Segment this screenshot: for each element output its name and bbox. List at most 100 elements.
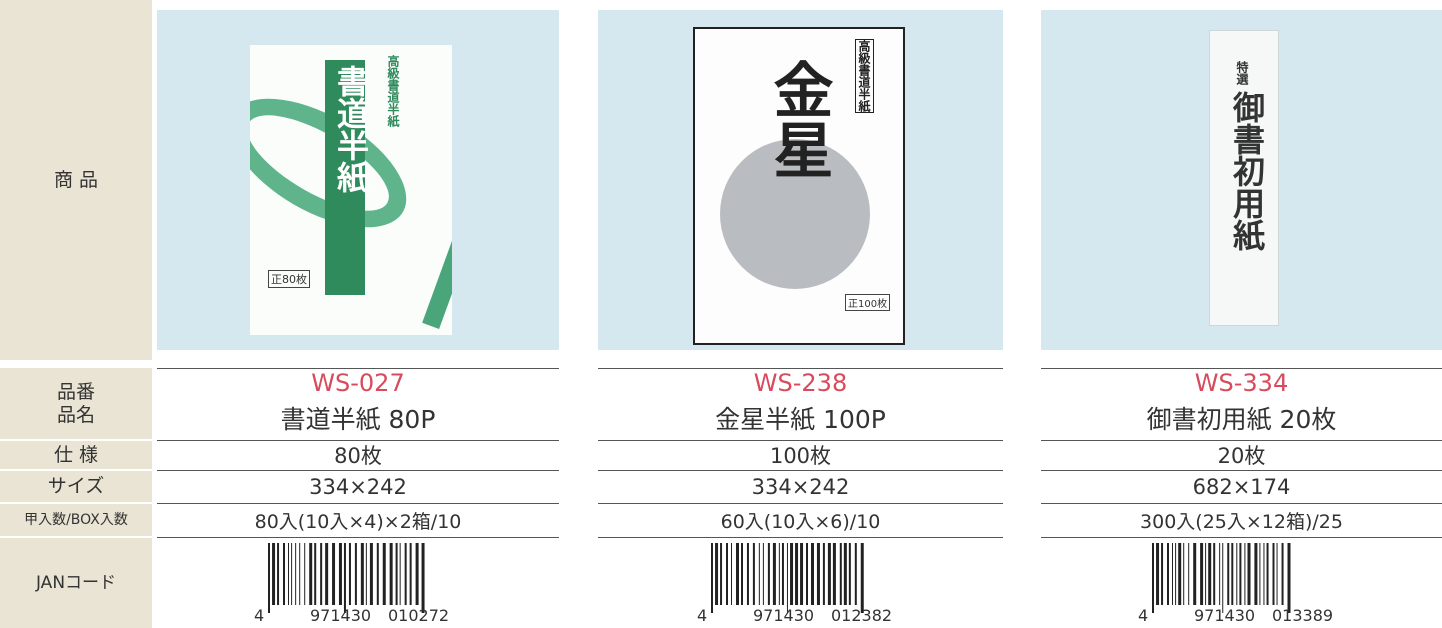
barcode-bar [767,543,770,605]
label-size: サイズ [0,471,152,502]
barcode-bar [1281,543,1284,605]
barcode-bar [1218,543,1220,605]
barcode-bar [854,543,857,605]
label-product: 商 品 [0,0,152,360]
barcode-bar [710,543,713,613]
product-code: WS-238 [753,369,848,397]
barcode-bar [272,543,276,605]
barcode-bar [1226,543,1229,605]
barcode-bar [799,543,803,605]
label-text: 甲入数/BOX入数 [24,511,128,528]
barcode-bar [1192,543,1196,605]
barcode-bar [848,543,851,605]
barcode-digits: 971430 [1194,606,1255,625]
barcode-bar [1160,543,1163,605]
product-size: 334×242 [309,474,407,499]
barcode-bar [1177,543,1181,605]
barcode-bar [772,543,776,605]
product-name: 書道半紙 80P [280,405,436,434]
package: 高級書道半紙 金星 正100枚 [693,27,905,345]
barcode-bar [404,543,407,605]
barcode-bar [288,543,289,605]
barcode-bar [320,543,323,605]
barcode-bar [354,543,357,605]
label-text: 仕 様 [53,443,99,466]
row-line [157,470,559,471]
barcode-bar [295,543,297,605]
barcode-bar [740,543,743,605]
product-code: WS-027 [311,369,405,397]
barcode: 4 971430 013389 [1138,543,1333,625]
product-spec: 20枚 [1217,444,1266,468]
barcode-bar [299,543,301,605]
barcode-bar [714,543,718,605]
barcode-bar [832,543,836,605]
label-text: 品名 [56,403,95,426]
barcode-bar [839,543,842,605]
barcode-bar [1238,543,1241,605]
barcode-digits: 4 [697,606,707,625]
barcode-bar [389,543,393,605]
barcode-bar [725,543,728,605]
label-jan: JANコード [0,538,152,628]
product-size: 334×242 [751,474,850,499]
product-size: 682×174 [1192,474,1291,499]
barcode-bar [1171,543,1173,605]
barcode-bar [348,543,351,605]
row-line [1041,440,1442,441]
barcode-bar [395,543,398,605]
barcode-bar [860,543,864,613]
product-name: 金星半紙 100P [715,405,886,434]
barcode-bar [338,543,342,605]
package-text: 書道半紙 [332,65,370,193]
row-line [598,440,1003,441]
product-image: 高級書道半紙 金星 正100枚 [598,10,1003,350]
barcode-bar [1212,543,1215,605]
product-code: WS-334 [1194,369,1289,397]
barcode-bar [1235,543,1237,605]
barcode-bar [1204,543,1206,605]
row-line [157,440,559,441]
barcode-bar [1174,543,1176,605]
barcode: 4 971430 012382 [697,543,892,625]
barcode-bar [786,543,788,613]
barcode-bar [1151,543,1154,613]
barcode: 4 971430 010272 [254,543,449,625]
row-line [1041,368,1442,369]
barcode-bar [365,543,367,605]
package-text: 正100枚 [845,294,891,311]
label-text: 商 品 [53,168,99,191]
label-text: サイズ [47,475,105,498]
product-image: 特選 御書初用紙 [1041,10,1442,350]
product-qty: 300入(25入×12箱)/25 [1140,510,1343,533]
barcode-bar [399,543,401,605]
barcode-bar [1287,543,1290,613]
barcode-bar [382,543,386,605]
barcode-bar [1182,543,1184,605]
product-qty: 80入(10入×4)×2箱/10 [254,510,462,533]
barcode-bar [309,543,313,605]
barcode-bar [1155,543,1159,605]
package: 特選 御書初用紙 [1209,30,1279,326]
barcode-bar [805,543,808,605]
barcode-bar [325,543,329,605]
package-text: 金星 [763,59,833,179]
barcode-bar [409,543,412,605]
barcode-bar [810,543,814,605]
barcode-bar [343,543,346,613]
barcode-bar [781,543,784,605]
barcode-bar [789,543,793,605]
barcode-digits: 4 [1138,606,1148,625]
label-qty: 甲入数/BOX入数 [0,504,152,536]
row-line [157,368,559,369]
barcode-bar [758,543,760,605]
barcode-bar [746,543,749,605]
label-text: JANコード [35,572,117,593]
label-text: 品番 [56,380,95,403]
barcode-bar [332,543,336,605]
product-spec: 100枚 [769,444,832,468]
row-line [598,470,1003,471]
row-line [1041,537,1442,538]
product-name: 御書初用紙 20枚 [1146,405,1337,434]
